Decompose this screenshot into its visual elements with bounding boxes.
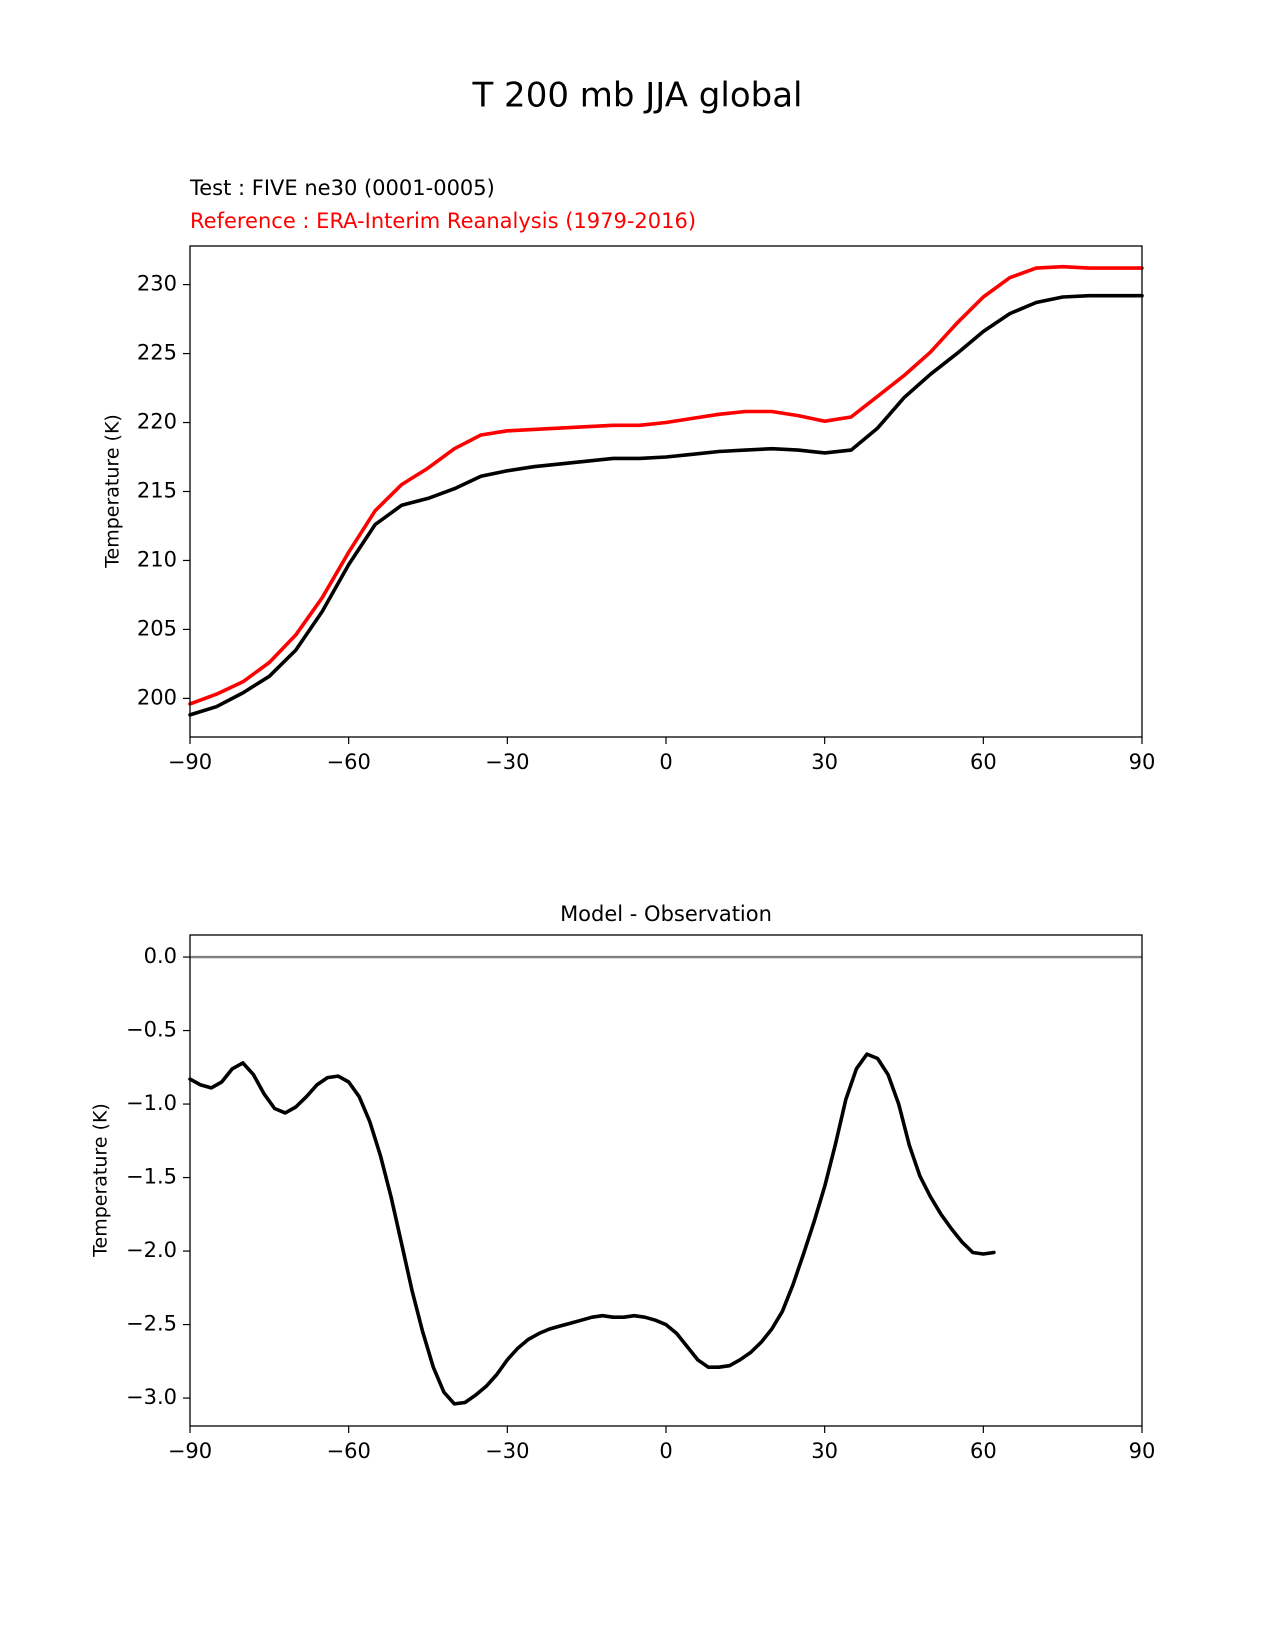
- plot-frame: [189, 934, 1143, 1427]
- y-tick-label: 220: [137, 410, 177, 434]
- x-tick-label: 0: [659, 1439, 672, 1463]
- x-tick-label: 90: [1129, 1439, 1156, 1463]
- x-tick-label: 90: [1129, 750, 1156, 774]
- x-tick-label: −60: [327, 750, 371, 774]
- y-tick-label: 215: [137, 479, 177, 503]
- series-line-model-observation: [188, 1052, 996, 1406]
- y-tick-label: −3.0: [126, 1385, 177, 1409]
- x-tick-label: 60: [970, 750, 997, 774]
- x-tick-label: 0: [659, 750, 672, 774]
- y-tick-label: 200: [137, 685, 177, 709]
- bottom-title: Model - Observation: [560, 902, 772, 926]
- x-tick-label: 60: [970, 1439, 997, 1463]
- y-tick-label: 225: [137, 341, 177, 365]
- series-line-test: [188, 293, 1144, 717]
- bottom-panel: −90 −60 −30 0 30 60 90 0.0 −0.5 −1.0 −1.5 −2.0 −2.5 −…: [90, 934, 1156, 1463]
- y-tick-label: 0.0: [144, 944, 177, 968]
- x-tick-label: 30: [811, 1439, 838, 1463]
- y-tick-label: 230: [137, 272, 177, 296]
- top-panel: −90 −60 −30 0 30 60 90 200 205 210 215 220 225 230 Tem…: [102, 245, 1156, 774]
- y-tick-label: 210: [137, 547, 177, 571]
- y-tick-label: 205: [137, 616, 177, 640]
- y-tick-label: −1.0: [126, 1091, 177, 1115]
- x-tick-label: −90: [168, 750, 212, 774]
- y-tick-label: −2.5: [126, 1312, 177, 1336]
- x-tick-label: −30: [485, 1439, 529, 1463]
- series-line-reference: [188, 264, 1144, 706]
- test-subtitle: Test : FIVE ne30 (0001-0005): [189, 176, 495, 200]
- x-tick-label: 30: [811, 750, 838, 774]
- y-axis-label: Temperature (K): [90, 1103, 112, 1258]
- reference-subtitle: Reference : ERA-Interim Reanalysis (1979…: [190, 209, 696, 233]
- x-tick-label: −60: [327, 1439, 371, 1463]
- y-tick-label: −1.5: [126, 1165, 177, 1189]
- y-tick-label: −2.0: [126, 1238, 177, 1262]
- y-tick-label: −0.5: [126, 1018, 177, 1042]
- x-tick-label: −30: [485, 750, 529, 774]
- x-tick-label: −90: [168, 1439, 212, 1463]
- y-axis-label: Temperature (K): [102, 414, 124, 569]
- figure-title: T 200 mb JJA global: [471, 76, 802, 116]
